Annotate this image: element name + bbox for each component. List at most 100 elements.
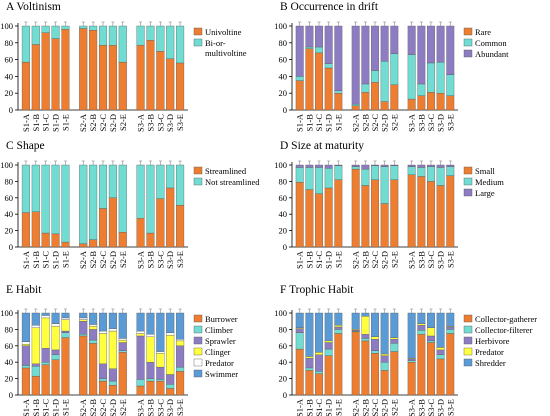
legend-label: Burrower [205, 314, 238, 324]
bar-segment [417, 176, 426, 248]
x-tick-label: S2-C [370, 251, 380, 269]
bar-segment [407, 98, 416, 111]
bar-segment [334, 164, 343, 166]
x-tick-label: S1-A [295, 250, 305, 269]
bar-segment [31, 375, 40, 396]
legend-swatch [193, 166, 203, 175]
legend-label: Bi-or- [205, 38, 226, 48]
bar-segment [371, 336, 379, 340]
bar-segment [315, 312, 323, 353]
bar-segment [136, 164, 145, 219]
bar-segment [61, 312, 70, 319]
legend-label: Collector-filterer [475, 325, 533, 335]
x-tick-label: S1-A [21, 113, 31, 132]
y-tick-label: 100 [0, 21, 13, 31]
bar-segment [380, 166, 389, 204]
bar-segment [427, 340, 435, 343]
x-tick-label: S3-D [436, 251, 446, 269]
x-tick-label: S2-C [370, 114, 380, 132]
bar-segment [21, 164, 30, 213]
bar-segment [407, 54, 416, 100]
panel-title: B Occurrence in drift [280, 1, 379, 13]
bar-segment [324, 187, 333, 248]
bar-segment [31, 25, 40, 45]
bar-segment [61, 29, 70, 111]
bar-segment [380, 312, 389, 355]
legend-label: Not streamlined [205, 177, 260, 187]
x-tick-label: S1-B [31, 114, 41, 132]
bar-segment [446, 164, 455, 167]
bar-segment [118, 164, 127, 233]
bar-segment [31, 363, 40, 367]
y-tick-label: 80 [279, 176, 288, 186]
bar-segment [118, 350, 127, 353]
bar-segment [108, 380, 117, 386]
y-tick-label: 80 [5, 176, 14, 186]
y-tick-label: 40 [5, 209, 14, 219]
bar-segment [446, 166, 455, 176]
bar-segment [436, 61, 445, 94]
y-tick-label: 40 [279, 71, 288, 81]
bar-segment [324, 25, 333, 64]
bar-segment [295, 182, 304, 248]
x-tick-label: S2-A [351, 398, 361, 416]
bar-segment [41, 25, 50, 33]
bar-segment [427, 92, 435, 111]
bar-segment [315, 354, 323, 372]
y-tick-label: 0 [283, 390, 287, 400]
bar-segment [305, 25, 314, 48]
bar-segment [315, 373, 323, 396]
legend-swatch [193, 325, 203, 334]
y-tick-label: 80 [279, 324, 288, 334]
bar-segment [390, 312, 399, 338]
bar-segment [417, 25, 426, 85]
bar-segment [176, 340, 185, 346]
bar-segment [334, 329, 343, 334]
legend-label: Medium [475, 177, 504, 187]
y-tick-label: 40 [5, 71, 14, 81]
bar-segment [334, 333, 343, 396]
x-tick-label: S1-B [304, 399, 314, 416]
x-tick-label: S3-A [136, 398, 146, 416]
x-tick-label: S1-E [60, 251, 70, 268]
bar-segment [166, 374, 175, 385]
x-tick-label: S1-C [314, 114, 324, 132]
x-tick-label: S3-E [445, 114, 455, 131]
bar-segment [108, 328, 117, 332]
bar-segment [41, 364, 50, 396]
legend-label: Small [475, 166, 495, 176]
bar-segment [351, 331, 360, 396]
bar-segment [427, 327, 435, 337]
bar-segment [41, 315, 50, 319]
bar-segment [305, 164, 314, 168]
legend-swatch [463, 166, 473, 175]
bar-segment [79, 243, 88, 248]
y-tick-label: 20 [5, 374, 14, 384]
bar-segment [118, 25, 127, 63]
y-tick-label: 60 [279, 55, 288, 65]
x-tick-label: S2-E [389, 251, 399, 268]
x-tick-label: S3-D [165, 399, 175, 416]
x-tick-label: S1-C [41, 399, 51, 416]
bar-segment [371, 70, 379, 83]
bar-segment [41, 32, 50, 111]
x-tick-label: S2-C [370, 399, 380, 416]
legend-swatch [193, 347, 203, 356]
bar-segment [361, 185, 370, 248]
panel-title: C Shape [6, 140, 45, 152]
bar-segment [305, 46, 314, 49]
bar-segment [89, 25, 98, 31]
bar-segment [427, 335, 435, 342]
bar-segment [305, 356, 314, 359]
bar-segment [380, 353, 389, 356]
x-tick-label: S2-E [118, 251, 128, 268]
bar-segment [324, 348, 333, 356]
x-tick-label: S3-B [416, 399, 426, 416]
bar-segment [21, 312, 30, 342]
bar-segment [98, 45, 108, 111]
bar-segment [334, 179, 343, 248]
y-tick-label: 40 [279, 209, 288, 219]
bar-segment [371, 82, 379, 111]
bar-segment [305, 167, 314, 190]
bar-segment [51, 354, 60, 360]
